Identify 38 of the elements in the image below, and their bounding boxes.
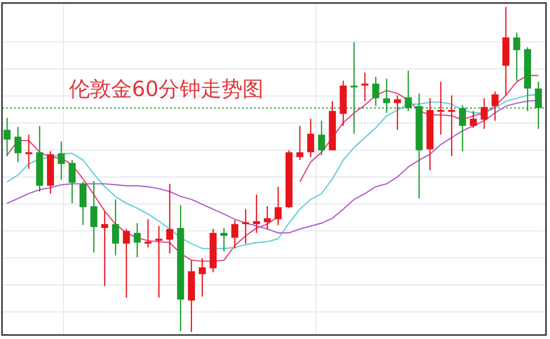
candlestick — [80, 181, 86, 226]
text: 伦敦金60分钟走势图 — [68, 77, 264, 101]
candlestick — [166, 183, 174, 254]
candlestick — [437, 81, 444, 136]
candlestick — [470, 110, 477, 128]
candlestick — [231, 220, 238, 250]
candlestick — [404, 70, 412, 112]
candlestick — [112, 198, 120, 256]
candlestick — [144, 218, 152, 248]
candlestick — [307, 118, 314, 158]
candlestick — [492, 90, 499, 122]
candlestick — [264, 206, 271, 230]
candlestick — [242, 208, 250, 244]
candlestick — [14, 126, 22, 163]
candlestick — [4, 117, 11, 157]
candlestick — [318, 120, 326, 156]
candlestick — [480, 98, 488, 130]
candlestick — [534, 81, 542, 130]
candlestick — [155, 225, 162, 298]
candlestick — [372, 76, 380, 107]
candlestick — [274, 186, 282, 226]
candlestick — [383, 78, 390, 114]
candlestick — [122, 228, 130, 298]
candlestick — [513, 32, 520, 82]
candlestick — [394, 94, 401, 130]
candlestick — [448, 94, 456, 157]
candlestick — [101, 210, 108, 286]
candlestick — [350, 42, 358, 134]
candlestick — [296, 125, 304, 161]
candlestick — [252, 194, 260, 234]
candlestick — [68, 159, 76, 204]
candlestick — [361, 72, 368, 102]
candlestick — [459, 104, 466, 152]
candlestick — [134, 222, 141, 258]
candlestick — [58, 140, 65, 180]
candlestick — [220, 227, 228, 252]
candlestick — [90, 180, 98, 254]
candlestick — [198, 258, 206, 298]
